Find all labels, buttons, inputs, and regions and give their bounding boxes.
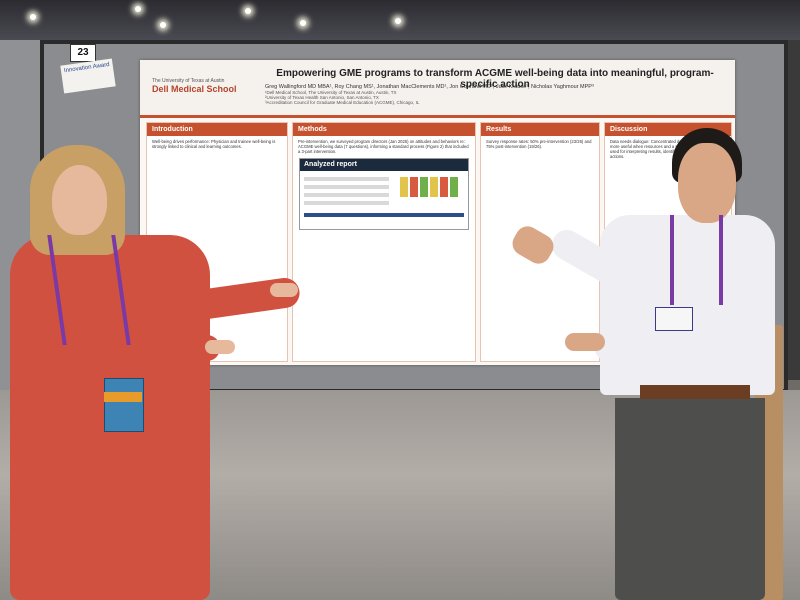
methods-column: Methods Pre-intervention, we surveyed pr… [292, 122, 476, 362]
report-row [304, 185, 389, 189]
poster-header: The University of Texas at Austin Dell M… [140, 60, 735, 118]
report-row [304, 201, 389, 205]
results-text: Survey response rates: 50% pre-intervent… [486, 139, 592, 149]
man-lanyard [670, 215, 723, 305]
man-name-badge [655, 307, 693, 331]
report-row [304, 213, 464, 217]
heatmap-swatch [450, 177, 458, 197]
institution-logo: The University of Texas at Austin Dell M… [152, 78, 262, 94]
woman-hand [270, 283, 298, 297]
ceiling-light [135, 6, 141, 12]
poster-title: Empowering GME programs to transform ACG… [276, 68, 714, 90]
introduction-heading: Introduction [147, 123, 287, 136]
heatmap-swatch [410, 177, 418, 197]
ceiling-light [245, 8, 251, 14]
woman-face [52, 165, 107, 235]
woman-hand [205, 340, 235, 354]
affiliation: ²University of Texas Health San Antonio,… [265, 95, 379, 100]
heatmap-swatch [420, 177, 428, 197]
report-row [304, 193, 389, 197]
woman-name-badge [104, 378, 144, 432]
ceiling-light [395, 18, 401, 24]
methods-text: Pre-intervention, we surveyed program di… [298, 139, 469, 154]
badge-stripe [104, 392, 142, 402]
man-face [678, 143, 736, 223]
heatmap-swatch [430, 177, 438, 197]
discussion-text: Data needs dialogue: Concentrated data i… [610, 139, 720, 159]
board-number-sign: 23 [70, 44, 96, 62]
ceiling-light [30, 14, 36, 20]
man-trousers [615, 398, 765, 600]
man-hand [565, 333, 605, 351]
report-row [304, 177, 389, 181]
affiliation: ³Accreditation Council for Graduate Medi… [265, 100, 420, 105]
analyzed-report-label: Analyzed report [300, 159, 468, 171]
poster-authors: Greg Wallingford MD MBA¹, Roy Chang MS¹,… [265, 84, 725, 105]
results-heading: Results [481, 123, 599, 136]
heatmap-swatch [400, 177, 408, 197]
institution-name: Dell Medical School [152, 84, 237, 94]
methods-heading: Methods [293, 123, 475, 136]
introduction-text: Well-being drives performance: Physician… [152, 139, 276, 149]
ceiling-light [300, 20, 306, 26]
heatmap-swatch [440, 177, 448, 197]
analyzed-report-figure: Analyzed report [299, 158, 469, 230]
institution-sub: The University of Texas at Austin [152, 78, 225, 84]
ceiling-light [160, 22, 166, 28]
man-belt [640, 385, 750, 399]
man-white-shirt [600, 215, 775, 395]
affiliation: ¹Dell Medical School, The University of … [265, 90, 397, 95]
ceiling [0, 0, 800, 40]
author-list: Greg Wallingford MD MBA¹, Roy Chang MS¹,… [265, 84, 594, 90]
